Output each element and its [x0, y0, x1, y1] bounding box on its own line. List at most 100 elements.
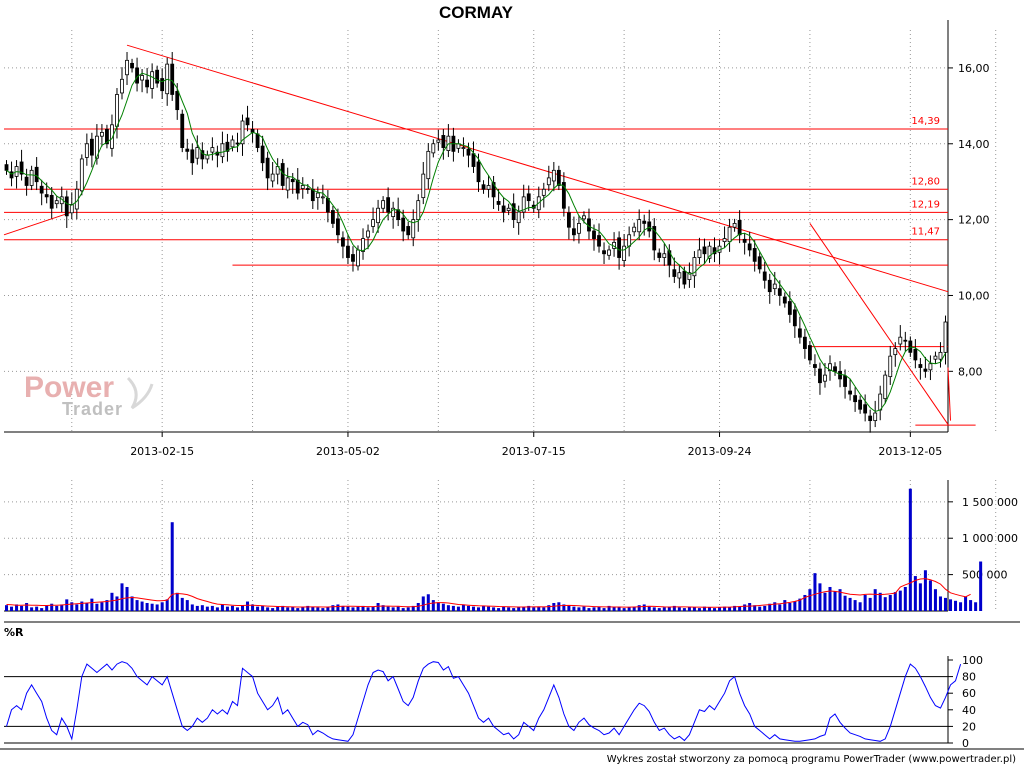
volume-bar	[723, 606, 727, 611]
volume-bar	[487, 606, 491, 611]
volume-bar	[753, 605, 757, 611]
volume-bar	[873, 589, 877, 611]
candle-body	[105, 128, 109, 145]
candle-body	[657, 252, 662, 258]
volume-bar	[908, 488, 912, 611]
candle-body	[411, 219, 416, 239]
volume-bar	[572, 606, 576, 611]
candle-body	[818, 368, 822, 384]
volume-bar	[366, 607, 370, 611]
candle-body	[787, 301, 792, 315]
candle-body	[797, 328, 802, 338]
williams-r-y-tick-label: 20	[962, 720, 976, 733]
volume-bar	[803, 594, 807, 611]
candle-body	[652, 226, 657, 251]
price-x-tick-label: 2013-05-02	[316, 445, 380, 458]
volume-bar	[707, 607, 711, 611]
candle-body	[853, 395, 858, 403]
volume-bar	[542, 607, 546, 611]
candle-body	[336, 218, 340, 236]
svg-text:Trader: Trader	[62, 399, 123, 419]
candle-body	[732, 223, 737, 228]
candle-body	[210, 147, 215, 153]
volume-bar	[271, 608, 275, 611]
volume-bar	[276, 606, 280, 611]
candle-body	[843, 375, 847, 387]
candle-body	[285, 177, 290, 191]
volume-bar	[667, 606, 671, 611]
candle-body	[245, 117, 250, 126]
volume-bar	[25, 602, 29, 611]
volume-bar	[527, 605, 531, 611]
candle-body	[235, 142, 240, 145]
price-y-tick-label: 16,00	[958, 62, 990, 75]
williams-r-y-tick-label: 0	[962, 737, 969, 750]
volume-bar	[652, 607, 656, 611]
volume-bar	[577, 607, 581, 611]
price-y-tick-label: 8,00	[958, 365, 983, 378]
volume-bar	[743, 604, 747, 611]
candle-body	[592, 230, 596, 239]
volume-bar	[778, 604, 782, 611]
powertrader-logo: Power Trader	[24, 371, 154, 419]
volume-bar	[326, 606, 330, 611]
candle-body	[692, 257, 697, 277]
candle-body	[868, 415, 873, 422]
volume-bar	[662, 607, 666, 611]
candle-body	[401, 217, 406, 232]
volume-bar	[718, 607, 722, 611]
volume-bar	[20, 605, 24, 611]
candle-body	[752, 248, 757, 262]
volume-bar	[361, 605, 365, 611]
candle-body	[79, 158, 84, 192]
candle-body	[702, 246, 707, 255]
volume-bar	[70, 602, 74, 611]
candle-body	[270, 173, 275, 182]
volume-bar	[878, 592, 882, 611]
volume-bar	[617, 606, 621, 611]
volume-bar	[130, 596, 134, 611]
volume-bar	[512, 608, 516, 611]
volume-bar	[411, 605, 415, 611]
volume-bar	[85, 602, 89, 611]
volume-bar	[371, 606, 375, 611]
candle-body	[742, 238, 747, 243]
volume-bar	[858, 602, 862, 611]
candle-body	[677, 272, 682, 279]
volume-bar	[702, 606, 706, 611]
candle-body	[647, 221, 652, 232]
candle-body	[341, 237, 345, 247]
volume-bar	[692, 607, 696, 611]
volume-bar	[406, 607, 410, 611]
candle-body	[923, 368, 928, 372]
candle-body	[94, 135, 99, 159]
volume-bar	[502, 606, 506, 611]
volume-bar	[783, 600, 787, 611]
volume-bar	[482, 605, 486, 611]
williams-r-y-tick-label: 60	[962, 687, 976, 700]
volume-bar	[788, 602, 792, 611]
volume-bar	[246, 601, 250, 611]
volume-bar	[155, 604, 159, 611]
candle-body	[712, 247, 717, 255]
volume-panel: 500 000 1 000 000 1 500 000	[4, 480, 1018, 612]
candle-body	[265, 157, 270, 179]
volume-bar	[356, 606, 360, 611]
candle-body	[863, 404, 868, 414]
volume-bar	[748, 602, 752, 611]
volume-bar	[401, 608, 405, 611]
volume-bar	[758, 606, 762, 611]
volume-bar	[235, 607, 239, 611]
volume-bar	[426, 594, 430, 611]
trend-line	[3, 211, 72, 236]
price-y-tick-label: 10,00	[958, 289, 990, 302]
candle-body	[627, 234, 632, 247]
candle-body	[391, 207, 396, 217]
volume-bar	[959, 602, 963, 611]
candle-body	[351, 254, 355, 262]
candle-body	[597, 235, 601, 247]
volume-bar	[562, 604, 566, 611]
candle-body	[632, 226, 637, 233]
candle-body	[496, 201, 501, 205]
